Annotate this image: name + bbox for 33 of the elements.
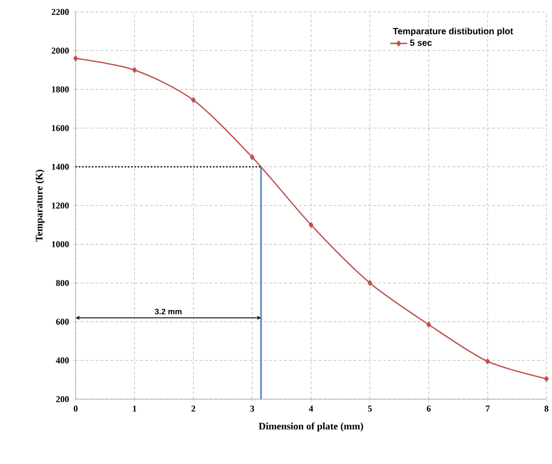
y-tick-label: 2200: [52, 9, 69, 16]
point: [250, 154, 254, 160]
point: [191, 97, 196, 103]
x-tick-label: 7: [486, 406, 490, 412]
x-tick-label: 2: [191, 406, 196, 412]
point: [308, 222, 314, 228]
point: [73, 56, 78, 62]
x-tick-label: 1: [132, 406, 136, 412]
point: [426, 322, 432, 328]
y-tick-label: 800: [56, 280, 69, 286]
y-tick-label: 200: [56, 396, 69, 402]
point: [544, 376, 549, 382]
point: [368, 280, 372, 286]
x-tick-label: 3: [250, 406, 254, 412]
x-axis-title: Dimension of plate (mm): [258, 422, 364, 432]
y-tick-label: 1200: [52, 202, 69, 209]
y-tick-label: 1400: [52, 164, 69, 170]
y-tick-label: 1600: [52, 125, 69, 132]
y-axis-title: Temparature (K): [36, 170, 45, 242]
point: [485, 358, 490, 364]
x-tick-label: 8: [544, 406, 548, 412]
y-tick-label: 600: [56, 318, 69, 325]
x-tick-label: 4: [308, 406, 314, 412]
y-tick-label: 1800: [52, 86, 69, 92]
x-tick-label: 5: [368, 406, 372, 412]
x-tick-label: 6: [426, 406, 431, 412]
point: [132, 67, 137, 73]
y-tick-label: 400: [56, 357, 69, 364]
legend-title: Temparature distibution plot: [392, 28, 514, 36]
y-tick-label: 2000: [52, 48, 69, 54]
x-tick-label: 0: [74, 406, 78, 412]
legend-label: 5 sec: [410, 40, 432, 46]
y-tick-label: 1000: [52, 241, 69, 248]
